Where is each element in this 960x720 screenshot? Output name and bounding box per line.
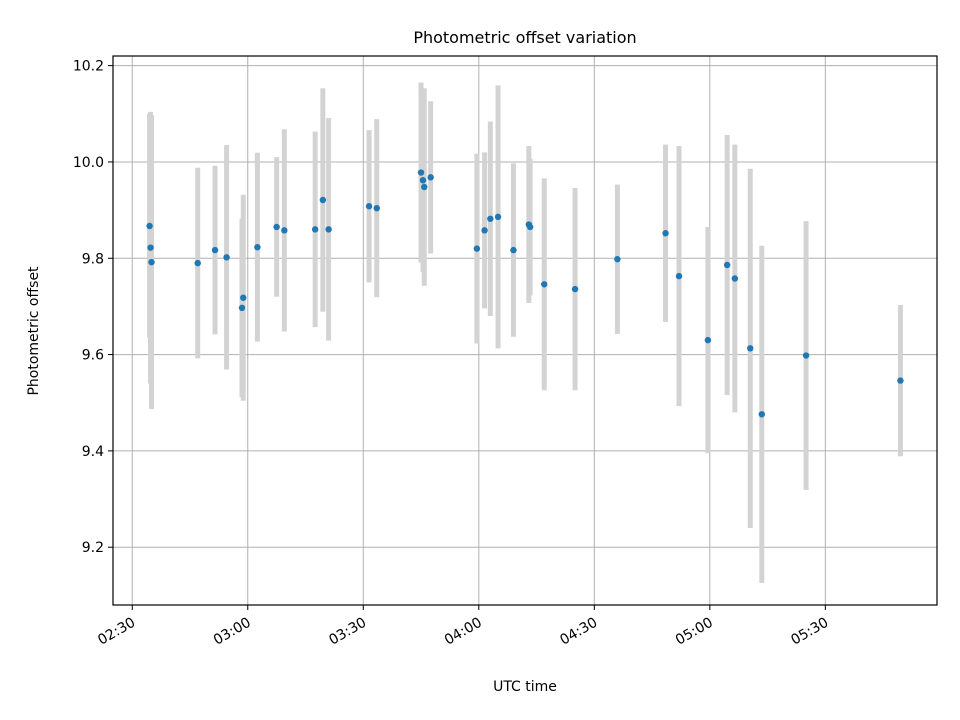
data-point: [146, 222, 153, 230]
data-point: [211, 246, 219, 254]
data-point: [194, 259, 201, 267]
plot-frame: [112, 55, 938, 606]
data-point: [473, 245, 481, 252]
data-point: [494, 213, 502, 221]
data-point: [223, 254, 230, 261]
data-point: [240, 294, 247, 301]
data-point: [319, 196, 327, 204]
data-point: [747, 345, 754, 352]
data-point: [571, 285, 579, 293]
data-point: [526, 223, 534, 231]
data-point: [254, 243, 261, 251]
data-point: [675, 272, 683, 280]
data-point: [541, 281, 548, 288]
data-point: [147, 244, 154, 251]
data-point: [417, 169, 425, 176]
y-tick-label: 10.2: [73, 59, 104, 75]
data-point: [148, 258, 155, 266]
data-point: [704, 336, 712, 344]
data-point: [373, 204, 380, 212]
y-tick-label: 9.4: [82, 444, 104, 460]
data-point: [723, 261, 731, 269]
data-point: [421, 183, 428, 191]
y-tick-label: 9.2: [82, 540, 104, 556]
data-point: [897, 377, 904, 384]
data-point: [802, 352, 810, 359]
data-point: [273, 223, 280, 231]
data-point: [311, 226, 319, 233]
data-point: [325, 226, 332, 233]
y-tick-label: 9.8: [82, 251, 104, 267]
data-point: [281, 227, 288, 234]
data-point: [758, 411, 766, 418]
data-point: [427, 174, 434, 181]
y-axis-label: Photometric offset: [26, 266, 42, 396]
data-point: [731, 275, 739, 282]
x-axis-label: UTC time: [493, 679, 557, 695]
data-point: [662, 230, 669, 237]
chart-title: Photometric offset variation: [413, 28, 636, 47]
data-points: [146, 169, 904, 418]
data-point: [510, 246, 517, 254]
data-point: [365, 203, 373, 210]
data-point: [419, 177, 427, 184]
data-point: [238, 304, 246, 312]
y-tick-label: 9.6: [82, 348, 104, 364]
y-tick-label: 10.0: [73, 155, 104, 171]
data-point: [487, 215, 494, 222]
data-point: [614, 256, 621, 263]
data-point: [481, 227, 488, 234]
